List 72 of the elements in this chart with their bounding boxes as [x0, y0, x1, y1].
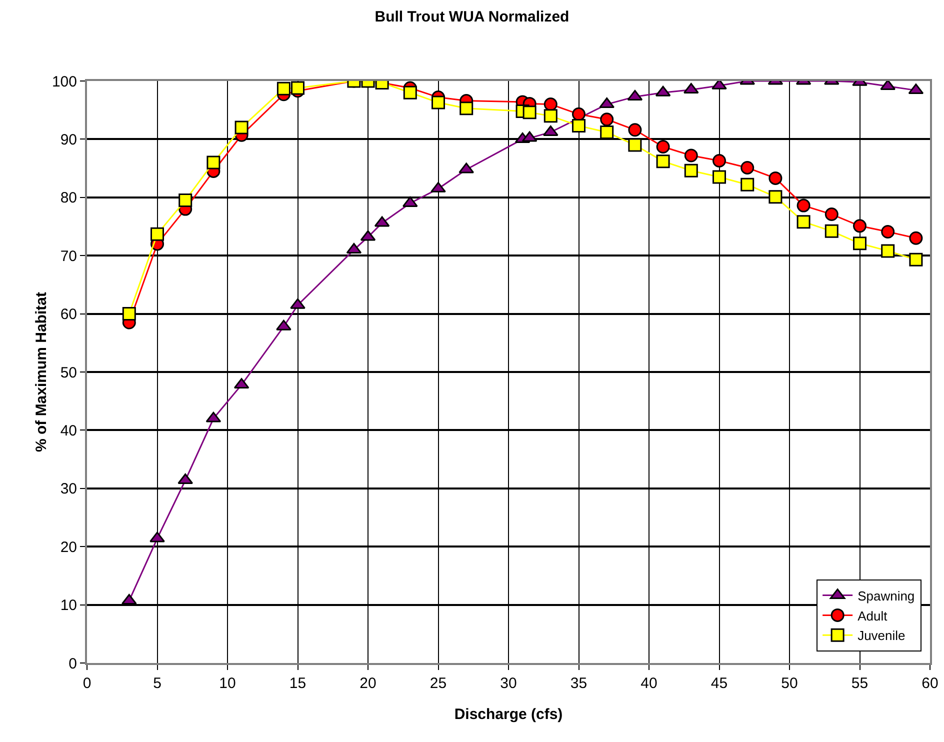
point — [544, 98, 558, 112]
point — [768, 190, 782, 204]
y-tick-label: 0 — [68, 655, 77, 672]
point — [122, 307, 136, 321]
legend-label: Juvenile — [858, 628, 906, 644]
point — [824, 208, 838, 222]
point — [853, 219, 866, 233]
point — [150, 532, 165, 542]
point — [234, 120, 248, 134]
point — [290, 298, 306, 309]
point — [853, 236, 866, 250]
point — [712, 154, 726, 168]
x-tick-label: 50 — [781, 675, 798, 692]
x-tick-label: 30 — [500, 675, 517, 692]
y-tick-label: 20 — [60, 538, 77, 556]
point — [684, 164, 698, 178]
point — [206, 156, 220, 170]
point — [656, 140, 670, 154]
x-tick-label: 25 — [430, 675, 447, 692]
x-tick-label: 10 — [219, 675, 236, 692]
point — [460, 102, 474, 116]
point — [740, 160, 754, 174]
point — [628, 138, 642, 152]
y-axis-title: % of Maximum Habitat — [33, 292, 50, 452]
y-tick-label: 60 — [60, 306, 77, 324]
y-tick-label: 70 — [60, 248, 77, 265]
x-tick-label: 45 — [710, 675, 728, 692]
x-axis-title: Discharge (cfs) — [454, 706, 563, 723]
x-tick-label: 5 — [153, 675, 162, 692]
chart-title: Bull Trout WUA Normalized — [374, 8, 570, 26]
point — [796, 198, 810, 212]
point — [430, 182, 446, 192]
point — [881, 244, 895, 258]
point — [628, 123, 642, 137]
point — [740, 178, 754, 192]
point — [276, 320, 292, 330]
x-tick-label: 0 — [82, 675, 92, 692]
point — [796, 215, 810, 229]
point — [712, 170, 726, 184]
point — [150, 227, 164, 241]
point — [403, 86, 417, 100]
point — [276, 82, 290, 96]
x-tick-label: 40 — [640, 675, 658, 692]
point — [572, 107, 586, 121]
y-tick-label: 10 — [60, 597, 77, 614]
x-tick-label: 15 — [289, 675, 306, 692]
x-tick-label: 20 — [360, 675, 376, 692]
y-tick-label: 80 — [60, 190, 77, 207]
y-tick-label: 30 — [60, 480, 77, 498]
point — [600, 125, 614, 139]
point — [909, 231, 923, 245]
point — [572, 119, 586, 133]
legend-label: Adult — [858, 608, 888, 624]
point — [909, 252, 923, 266]
point — [600, 112, 614, 126]
y-tick-label: 100 — [52, 73, 77, 90]
point — [544, 109, 558, 123]
y-tick-label: 90 — [60, 131, 77, 148]
x-tick-label: 55 — [851, 675, 868, 692]
legend-label: Spawning — [858, 588, 915, 604]
point — [684, 148, 698, 162]
point — [178, 194, 192, 208]
y-tick-label: 50 — [60, 364, 77, 382]
y-tick-label: 40 — [60, 422, 77, 440]
point — [881, 224, 895, 238]
x-tick-label: 60 — [922, 675, 938, 692]
point — [768, 171, 782, 185]
point — [656, 154, 670, 168]
point — [522, 106, 536, 120]
point — [432, 96, 445, 110]
point — [824, 224, 838, 238]
x-tick-label: 35 — [570, 675, 588, 692]
